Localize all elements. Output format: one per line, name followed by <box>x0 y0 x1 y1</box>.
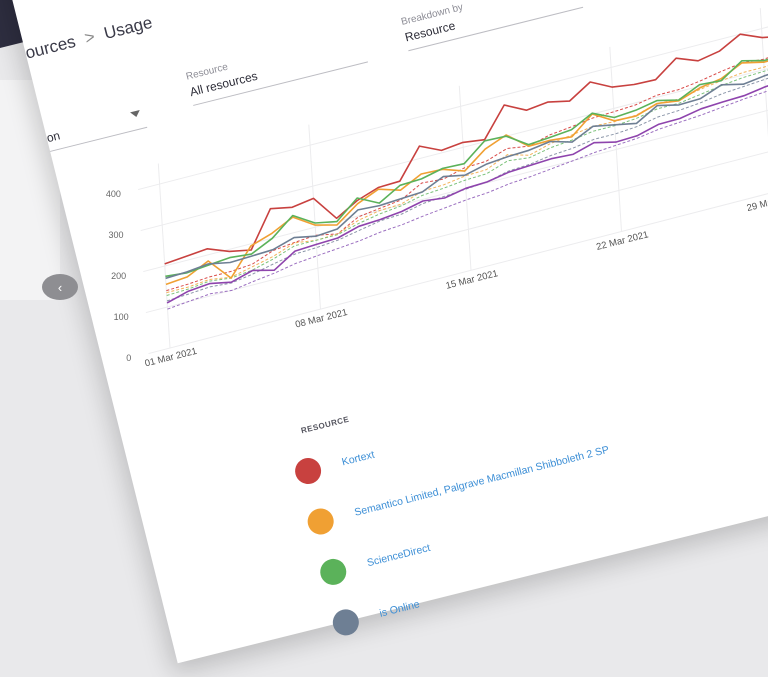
chart-series <box>165 0 768 309</box>
series-line-dashed <box>167 0 768 301</box>
x-tick-label: 22 Mar 2021 <box>595 229 649 253</box>
x-axis: 01 Mar 2021 08 Mar 2021 15 Mar 2021 22 Mar … <box>144 154 768 370</box>
series-line <box>165 0 768 276</box>
grid-line <box>760 8 768 193</box>
legend-swatch <box>317 556 349 588</box>
grid-line <box>138 0 768 190</box>
y-tick-label: 0 <box>126 353 131 363</box>
grid-line <box>309 125 321 310</box>
y-tick-label: 100 <box>114 312 129 322</box>
x-tick-label: 15 Mar 2021 <box>445 268 499 292</box>
usage-line-chart: 0 100 200 300 400 01 Mar 2021 08 Mar 2021 15 M… <box>0 0 768 512</box>
grid-line <box>610 47 622 232</box>
x-tick-label: 01 Mar 2021 <box>144 346 198 370</box>
y-tick-label: 400 <box>106 189 121 199</box>
chart-grid <box>138 0 768 354</box>
series-line-dashed <box>168 0 768 309</box>
series-line <box>165 0 768 264</box>
legend-item[interactable]: is Online <box>330 591 423 638</box>
y-tick-label: 300 <box>108 230 123 240</box>
grid-line <box>158 164 170 349</box>
x-tick-label: 08 Mar 2021 <box>294 307 348 331</box>
series-line <box>166 0 768 278</box>
grid-line <box>459 86 471 270</box>
y-tick-label: 200 <box>111 271 126 281</box>
series-line-dashed <box>167 0 768 295</box>
legend-item-label[interactable]: is Online <box>378 598 421 620</box>
legend-item-label[interactable]: ScienceDirect <box>366 542 432 569</box>
legend-swatch <box>330 607 362 639</box>
legend-item[interactable]: ScienceDirect <box>317 535 433 588</box>
y-axis: 0 100 200 300 400 <box>106 189 131 363</box>
grid-line <box>141 0 768 231</box>
series-line-dashed <box>166 0 768 291</box>
series-line <box>167 0 768 303</box>
